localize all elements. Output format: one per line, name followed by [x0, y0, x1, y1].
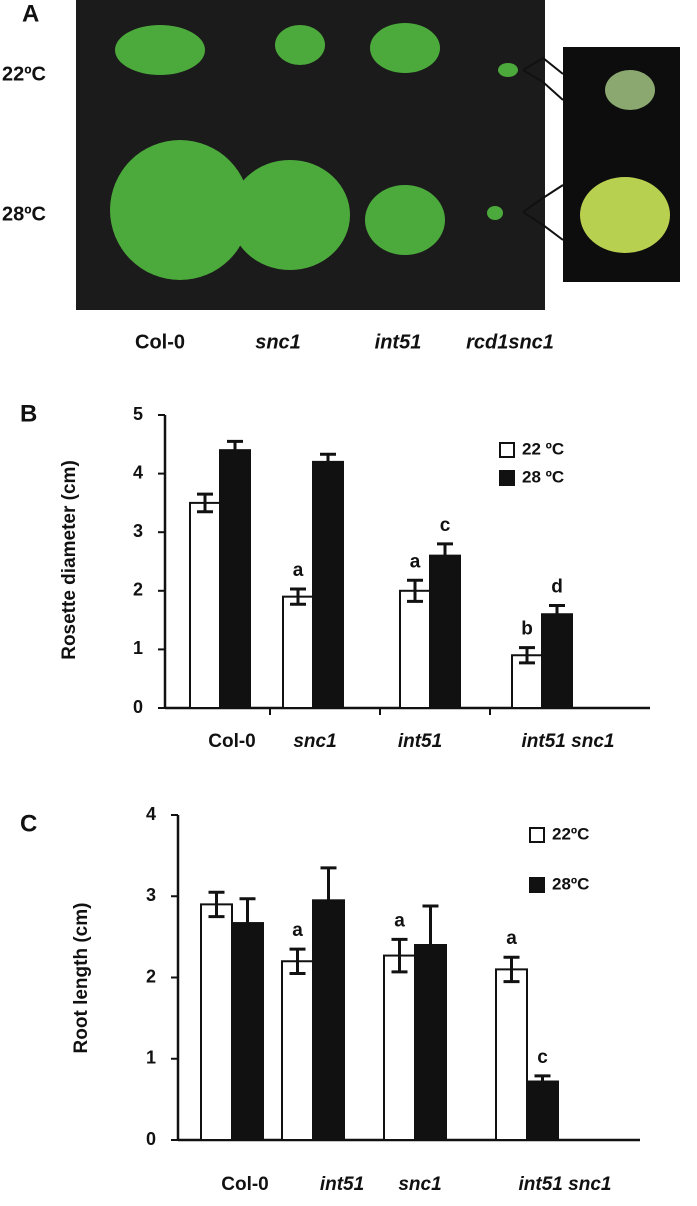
x-tick-label: Col-0 [221, 1174, 269, 1195]
panel-label: A [22, 0, 39, 27]
bar [495, 968, 528, 1141]
error-bar [289, 947, 306, 975]
y-tick-label: 0 [146, 1129, 156, 1149]
significance-letter: d [551, 576, 563, 597]
bar [312, 899, 345, 1141]
x-tick-label: snc1 [293, 731, 336, 752]
row-label: 22ºC [2, 63, 46, 85]
error-bar [290, 587, 306, 606]
significance-letter: a [394, 910, 405, 931]
legend-label: 28 ºC [522, 467, 564, 486]
y-tick-label: 1 [146, 1048, 156, 1068]
column-label: Col-0 [135, 331, 185, 353]
error-bar [320, 866, 337, 935]
legend-label: 22ºC [552, 824, 589, 843]
error-bar [227, 439, 243, 461]
panel-label: C [20, 810, 37, 837]
bar [282, 595, 314, 709]
error-bar [422, 904, 439, 986]
x-tick-label: Col-0 [208, 731, 256, 752]
bar [429, 554, 461, 710]
y-tick-label: 4 [146, 804, 156, 824]
legend-swatch [499, 442, 515, 458]
significance-letter: a [506, 928, 517, 949]
x-tick-label: int51 snc1 [519, 1174, 612, 1195]
significance-letter: b [521, 619, 533, 640]
legend-swatch [529, 827, 545, 843]
legend-swatch [529, 877, 545, 893]
x-tick-label: int51 [320, 1174, 364, 1195]
error-bar [391, 937, 408, 974]
y-tick-label: 3 [133, 521, 143, 541]
column-label: int51 [375, 331, 422, 353]
error-bar [239, 897, 256, 949]
significance-letter: c [537, 1047, 548, 1068]
y-tick-label: 2 [133, 580, 143, 600]
legend-swatch [499, 470, 515, 486]
bar [189, 501, 221, 709]
y-axis-title: Rosette diameter (cm) [59, 460, 80, 660]
y-tick-label: 0 [133, 697, 143, 717]
error-bar [437, 542, 453, 569]
y-tick-label: 5 [133, 404, 143, 424]
bar [231, 922, 264, 1141]
panel-label: B [20, 400, 37, 427]
column-label: snc1 [255, 331, 301, 353]
error-bar [407, 578, 423, 603]
bar [281, 960, 314, 1141]
bar [219, 449, 251, 709]
photo [76, 0, 680, 310]
column-label: rcd1snc1 [466, 331, 554, 353]
bar [312, 460, 344, 709]
y-tick-label: 1 [133, 638, 143, 658]
bar [541, 613, 573, 709]
x-tick-label: int51 snc1 [522, 731, 615, 752]
y-tick-label: 4 [133, 462, 143, 482]
y-tick-label: 3 [146, 885, 156, 905]
error-bar [534, 1074, 551, 1089]
bar [383, 954, 416, 1141]
error-bar [549, 603, 565, 625]
significance-letter: c [440, 515, 451, 536]
error-bar [208, 890, 225, 919]
y-tick-label: 2 [146, 966, 156, 986]
error-bar [503, 955, 520, 984]
x-tick-label: int51 [398, 731, 442, 752]
bar [399, 589, 431, 709]
bar [200, 903, 233, 1141]
error-bar [519, 646, 535, 665]
legend-label: 28ºC [552, 874, 589, 893]
row-label: 28ºC [2, 203, 46, 225]
error-bar [320, 452, 336, 471]
significance-letter: a [410, 551, 421, 572]
x-tick-label: snc1 [398, 1174, 441, 1195]
error-bar [197, 492, 213, 514]
significance-letter: a [292, 920, 303, 941]
significance-letter: a [293, 560, 304, 581]
legend-label: 22 ºC [522, 439, 564, 458]
y-axis-title: Root length (cm) [71, 903, 92, 1054]
bar [526, 1080, 559, 1141]
